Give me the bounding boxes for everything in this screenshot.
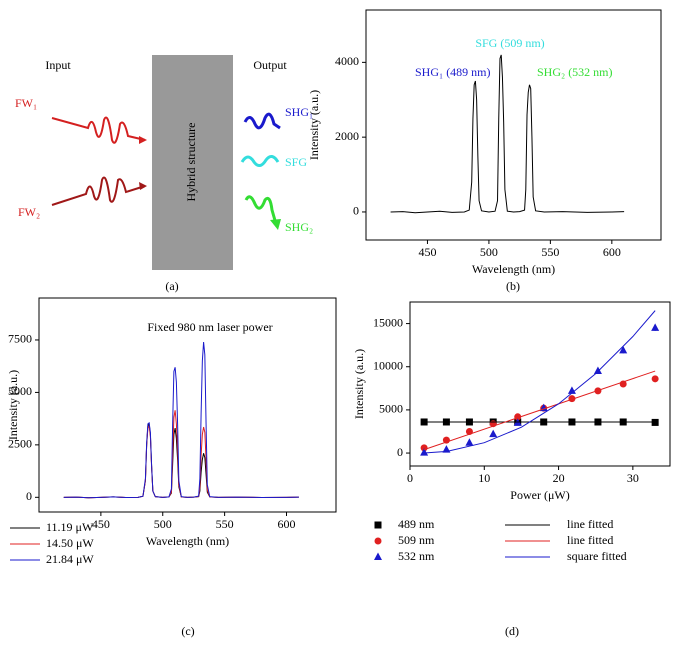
caption: (c) (181, 624, 194, 638)
legend-label: line fitted (567, 533, 613, 547)
y-axis-label: Intensity (a.u.) (6, 370, 20, 440)
data-line (424, 310, 656, 454)
legend-swatch (374, 521, 382, 529)
x-tick-label: 600 (278, 517, 296, 531)
x-tick-label: 600 (603, 245, 621, 259)
output-name: SHG₁ (285, 105, 313, 119)
x-tick-label: 500 (154, 517, 172, 531)
y-tick-label: 4000 (335, 54, 359, 68)
y-tick-label: 15000 (373, 315, 403, 329)
input-name: FW₁ (15, 96, 37, 110)
x-tick-label: 450 (92, 517, 110, 531)
x-tick-label: 0 (407, 471, 413, 485)
legend-label: 11.19 μW (46, 520, 94, 534)
legend-swatch (374, 552, 382, 560)
y-tick-label: 10000 (373, 358, 403, 372)
y-tick-label: 0 (26, 489, 32, 503)
arrowhead (139, 136, 147, 144)
y-tick-label: 0 (353, 204, 359, 218)
y-tick-label: 2500 (8, 437, 32, 451)
marker (489, 429, 498, 438)
data-line (390, 54, 625, 214)
marker (619, 345, 628, 354)
x-tick-label: 550 (541, 245, 559, 259)
x-axis-label: Wavelength (nm) (146, 534, 229, 548)
marker (420, 444, 428, 452)
data-line (63, 342, 299, 499)
structure-box (152, 55, 233, 270)
x-axis-label: Power (μW) (510, 488, 569, 502)
legend-label: line fitted (567, 517, 613, 531)
output-name: SHG₂ (285, 220, 313, 234)
legend-label: 14.50 μW (46, 536, 94, 550)
x-tick-label: 450 (418, 245, 436, 259)
box-label: Hybrid structure (184, 123, 198, 202)
annotation: SHG₁ (489 nm) (415, 65, 491, 79)
data-line (423, 370, 656, 451)
marker (420, 448, 429, 456)
input-label: Input (45, 58, 71, 72)
x-tick-label: 10 (478, 471, 490, 485)
marker (465, 438, 474, 446)
x-tick-label: 550 (216, 517, 234, 531)
marker (593, 366, 602, 375)
y-tick-label: 2000 (335, 129, 359, 143)
y-tick-label: 5000 (8, 384, 32, 398)
fw-wave (51, 116, 146, 144)
legend-label: 21.84 μW (46, 552, 94, 566)
fw-wave (51, 176, 146, 206)
marker (567, 386, 576, 394)
y-tick-label: 5000 (379, 402, 403, 416)
output-name: SFG (285, 155, 307, 169)
shg-wave (244, 195, 278, 225)
annotation: Fixed 980 nm laser power (147, 320, 272, 334)
annotation: SHG₂ (532 nm) (537, 65, 613, 79)
plot-frame (365, 9, 662, 241)
legend-label: 532 nm (398, 549, 435, 563)
y-tick-label: 0 (397, 445, 403, 459)
plot-frame (409, 301, 671, 467)
x-tick-label: 30 (627, 471, 639, 485)
marker (651, 323, 660, 331)
y-tick-label: 7500 (8, 332, 32, 346)
legend-swatch (374, 537, 382, 545)
sfg-wave (240, 155, 280, 167)
y-axis-label: Intensity (a.u.) (352, 349, 366, 419)
input-name: FW₂ (18, 205, 40, 219)
marker (651, 375, 659, 383)
x-tick-label: 20 (553, 471, 565, 485)
y-axis-label: Intensity (a.u.) (307, 90, 321, 160)
x-axis-label: Wavelength (nm) (472, 262, 555, 276)
legend-label: 509 nm (398, 533, 435, 547)
legend-label: square fitted (567, 549, 627, 563)
data-line (63, 410, 299, 499)
plot-frame (38, 297, 337, 513)
arrowhead (270, 219, 281, 230)
arrowhead (139, 182, 147, 190)
caption: (a) (165, 279, 178, 293)
legend-label: 489 nm (398, 517, 435, 531)
output-label: Output (253, 58, 287, 72)
data-line (63, 422, 299, 499)
caption: (d) (505, 624, 519, 638)
caption: (b) (506, 279, 520, 293)
diagram: Hybrid structure Input Output FW₁ FW₂ SH… (15, 55, 313, 293)
annotation: SFG (509 nm) (475, 36, 544, 50)
x-tick-label: 500 (480, 245, 498, 259)
shg-wave (243, 112, 281, 130)
